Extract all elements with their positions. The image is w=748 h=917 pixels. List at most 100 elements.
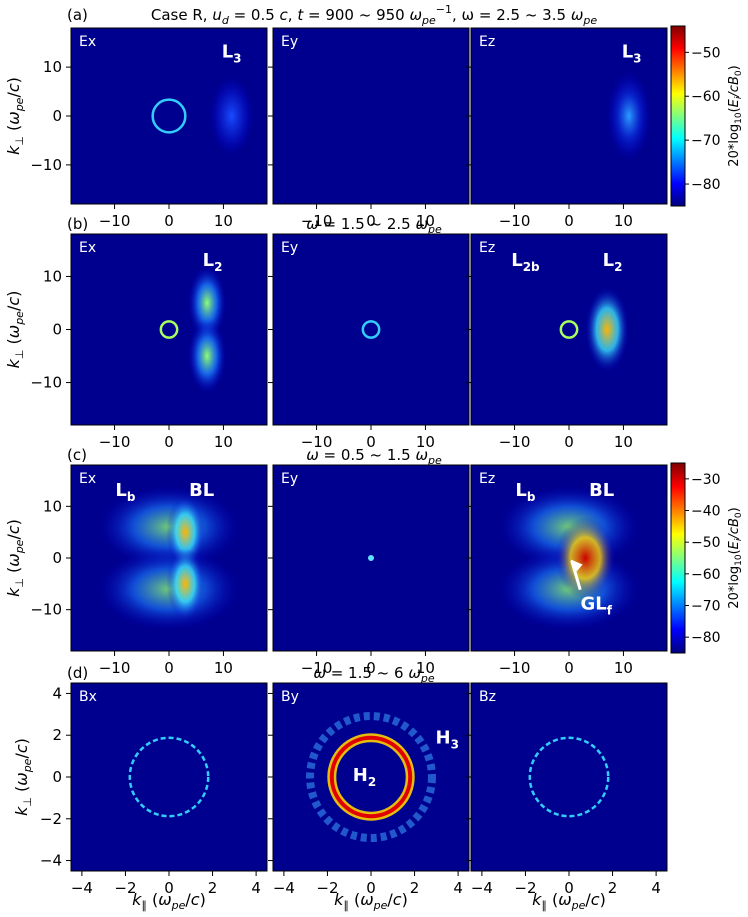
y-tick-label: 4 <box>52 684 62 702</box>
colorbar-label: 20*log10(Ei/cB0) <box>727 65 744 166</box>
colorbar-tick-label: −80 <box>691 630 721 646</box>
colorbar-tick-label: −80 <box>691 177 721 193</box>
panel-ey-b: Ey −10 0 10 <box>268 233 470 451</box>
y-axis-label: k⊥ (ωpe/c) <box>4 519 26 597</box>
colorbar-tick-label: −70 <box>691 133 721 149</box>
y-tick-label: −2 <box>40 810 62 828</box>
y-tick-label: 10 <box>43 267 62 285</box>
panel-name: Ey <box>281 240 298 256</box>
x-tick-label: 0 <box>564 879 574 897</box>
panel-ey-c: Ey −10 0 10 <box>268 464 470 677</box>
y-axis-label: k⊥ (ωpe/c) <box>4 291 26 369</box>
annotation-label: H3 <box>436 728 459 752</box>
x-tick-label: 0 <box>564 212 574 230</box>
panel-name: Bz <box>479 689 496 705</box>
annotation-label: Lb <box>115 480 135 504</box>
lobe-mark <box>166 547 205 620</box>
blob-mark <box>209 76 254 156</box>
x-tick-label: −10 <box>301 212 333 230</box>
colorbar-tick-label: −50 <box>691 45 721 61</box>
x-tick-label: 0 <box>366 879 376 897</box>
row-label: (d) <box>67 664 88 682</box>
x-tick-label: 2 <box>410 879 420 897</box>
ring-mark <box>361 320 381 339</box>
x-tick-label: 0 <box>564 659 574 677</box>
y-tick-label: 0 <box>52 107 62 125</box>
colorbar-tick-label: −60 <box>691 567 721 583</box>
panel-background <box>471 234 667 425</box>
colorbar-tick-label: −30 <box>691 472 721 488</box>
x-tick-label: 10 <box>614 659 633 677</box>
colorbar: −50 −60 −70 −80 20*log10(Ei/cB0) <box>670 25 744 207</box>
panel-ey-a: Ey −10 0 10 <box>268 27 470 230</box>
blob-mark <box>607 72 651 160</box>
x-tick-label: 0 <box>366 212 376 230</box>
row-title: ω = 1.5 ~ 6 ωpe​ <box>313 664 434 685</box>
row-label: (a) <box>67 6 88 24</box>
x-tick-label: 10 <box>214 433 233 451</box>
ring-mark <box>559 320 579 339</box>
annotation-label: GLf <box>580 594 612 618</box>
x-tick-label: −10 <box>99 659 131 677</box>
x-tick-label: 10 <box>416 212 435 230</box>
ring-mark <box>159 320 179 339</box>
x-tick-label: 4 <box>251 879 261 897</box>
x-tick-label: −10 <box>99 433 131 451</box>
panel-ez-c: Ez Lb BL GLf −10 0 10 <box>466 464 668 677</box>
x-tick-label: 0 <box>366 433 376 451</box>
panel-name: Bx <box>79 689 97 705</box>
y-tick-label: 0 <box>52 549 62 567</box>
x-tick-label: 10 <box>214 659 233 677</box>
lobe-mark <box>166 496 205 569</box>
colorbar-label: 20*log10(Ei/cB0) <box>727 507 744 608</box>
x-tick-label: 10 <box>614 433 633 451</box>
panel-ex-c: Ex Lb BL −10 0 10 −10 0 10 <box>30 464 268 677</box>
x-tick-label: −4 <box>71 879 93 897</box>
x-axis-label: k∥ (ωpe/c) <box>532 890 606 912</box>
colorbar-gradient <box>670 462 686 654</box>
panel-ex-b: Ex L2 −10 0 10 −10 0 10 <box>30 233 268 451</box>
y-axis-label: k⊥ (ωpe/c) <box>12 738 34 816</box>
annotation-label: Lb <box>515 480 535 504</box>
colorbar-gradient <box>670 25 686 207</box>
ring-mark <box>151 98 187 134</box>
x-tick-label: 0 <box>164 433 174 451</box>
panel-background <box>273 28 469 204</box>
y-tick-label: −4 <box>40 852 62 870</box>
blob-mark <box>585 287 629 372</box>
lobe-mark <box>188 265 227 341</box>
x-tick-label: 10 <box>614 212 633 230</box>
panel-ez-a: Ez L3 −10 0 10 <box>466 27 668 230</box>
y-tick-label: −10 <box>30 156 62 174</box>
x-tick-label: 10 <box>416 433 435 451</box>
x-tick-label: 4 <box>651 879 661 897</box>
annotation-label: L3 <box>622 41 642 65</box>
x-tick-label: 0 <box>164 659 174 677</box>
chart-row-a: (a) Case R, ud​ = 0.5 c, t = 900 ~ 950 ωp… <box>4 3 744 230</box>
colorbar-tick-label: −60 <box>691 89 721 105</box>
x-tick-label: −2 <box>316 879 338 897</box>
colorbar-tick-label: −40 <box>691 504 721 520</box>
y-tick-label: −10 <box>30 374 62 392</box>
annotation-label: L2 <box>203 250 223 274</box>
y-tick-label: −10 <box>30 601 62 619</box>
row-title: Case R, ud​ = 0.5 c, t = 900 ~ 950 ωpe​−… <box>151 3 597 27</box>
x-tick-label: −10 <box>301 433 333 451</box>
x-tick-label: 2 <box>608 879 618 897</box>
colorbar-tick-label: −70 <box>691 599 721 615</box>
x-tick-label: 0 <box>564 433 574 451</box>
panel-ex-a: Ex L3 −10 0 10 −10 0 10 <box>30 27 268 230</box>
y-tick-label: 0 <box>52 768 62 786</box>
panel-background <box>273 234 469 425</box>
annotation-label: L2 <box>603 250 623 274</box>
ring-mark <box>528 736 610 818</box>
x-tick-label: −4 <box>273 879 295 897</box>
x-tick-label: 0 <box>164 212 174 230</box>
panel-ez-b: Ez L2b L2 −10 0 10 <box>466 233 668 451</box>
x-tick-label: −10 <box>499 212 531 230</box>
chart-row-b: (b)ω = 1.5 ~ 2.5 ωpe​ExL2−10010−10010Ey−… <box>4 215 668 451</box>
y-tick-label: 0 <box>52 321 62 339</box>
ring-mark-core <box>329 735 413 819</box>
panel-name: Ez <box>479 34 495 50</box>
